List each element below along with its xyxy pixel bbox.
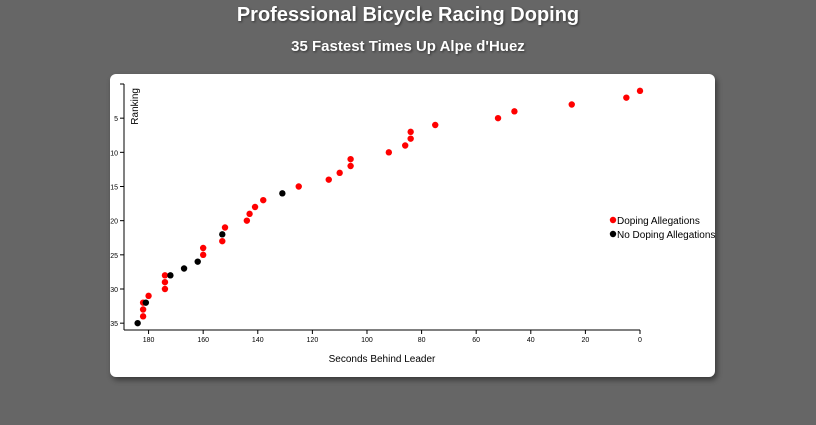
x-tick-label: 0 (638, 337, 642, 344)
data-point (145, 292, 152, 300)
data-point (260, 196, 267, 204)
y-tick: 5 (114, 116, 124, 123)
x-tick: 80 (418, 330, 426, 344)
y-axis: 5 10 15 20 25 30 35 (110, 83, 125, 330)
data-point (199, 251, 207, 259)
data-point (139, 306, 147, 313)
data-point (494, 114, 502, 122)
x-tick-label: 20 (581, 337, 589, 344)
data-point (325, 176, 332, 183)
x-tick: 100 (361, 330, 373, 344)
x-tick: 180 (143, 330, 155, 344)
x-axis: 180 160 140 120 100 80 60 40 20 0 (124, 329, 642, 344)
y-tick: 35 (110, 321, 124, 328)
x-tick-label: 160 (197, 337, 209, 344)
x-tick: 60 (472, 330, 480, 344)
data-point (295, 183, 302, 190)
x-tick: 20 (581, 330, 589, 344)
data-point (623, 94, 630, 101)
x-tick-label: 120 (307, 337, 319, 344)
data-point (194, 258, 201, 265)
y-tick-label: 20 (110, 219, 118, 226)
legend-label: No Doping Allegations (617, 230, 715, 241)
x-tick: 160 (197, 330, 209, 344)
legend-item: Doping Allegations (609, 216, 700, 227)
legend-marker (609, 230, 617, 238)
data-point (139, 313, 147, 320)
data-point (161, 285, 169, 293)
page-subtitle: 35 Fastest Times Up Alpe d'Huez (291, 38, 525, 55)
page-title: Professional Bicycle Racing Doping (236, 4, 580, 26)
data-point (636, 87, 644, 95)
data-point (336, 169, 343, 177)
x-tick: 0 (638, 330, 642, 344)
x-tick-label: 40 (527, 337, 535, 344)
legend-marker (609, 216, 617, 224)
data-point (167, 272, 174, 279)
data-point (407, 128, 414, 136)
data-point (199, 244, 207, 252)
data-point (142, 299, 150, 306)
x-tick-label: 60 (472, 337, 480, 344)
data-point (243, 217, 251, 224)
chart-card: 180 160 140 120 100 80 60 40 20 0 5 10 15 20 25 30 35 D… (110, 74, 715, 377)
data-point (219, 237, 226, 245)
data-point (246, 210, 253, 218)
data-point (134, 319, 141, 327)
x-tick: 140 (252, 330, 264, 344)
data-point (219, 231, 226, 238)
y-tick: 25 (110, 253, 124, 260)
data-point (251, 203, 259, 211)
data-point (568, 101, 575, 108)
data-point (180, 265, 188, 272)
data-point (432, 121, 439, 129)
y-tick: 30 (110, 287, 124, 294)
legend-label: Doping Allegations (617, 216, 700, 227)
scatter-chart: 180 160 140 120 100 80 60 40 20 0 5 10 15 20 25 30 35 D… (110, 83, 715, 365)
x-tick-label: 100 (361, 337, 373, 344)
y-tick-label: 25 (110, 253, 118, 260)
data-point (402, 142, 409, 149)
data-point (347, 162, 354, 170)
data-point (511, 108, 518, 115)
x-tick-label: 80 (418, 337, 426, 344)
data-point (221, 224, 229, 231)
y-axis-label: Ranking (130, 88, 141, 125)
data-point (385, 149, 393, 156)
y-tick: 15 (110, 185, 124, 192)
data-points (134, 87, 644, 327)
legend-item: No Doping Allegations (609, 230, 715, 241)
y-tick-label: 35 (110, 321, 118, 328)
x-axis-label: Seconds Behind Leader (329, 354, 436, 365)
data-point (161, 272, 169, 279)
data-point (161, 278, 169, 286)
y-tick: 20 (110, 219, 124, 226)
x-tick-label: 180 (143, 337, 155, 344)
data-point (279, 190, 286, 197)
y-tick-label: 15 (110, 185, 118, 192)
x-tick-label: 140 (252, 337, 264, 344)
y-tick-label: 10 (110, 150, 118, 157)
x-tick: 40 (527, 330, 535, 344)
data-point (347, 155, 354, 163)
legend: Doping Allegations No Doping Allegations (609, 216, 715, 241)
y-tick: 10 (110, 150, 124, 157)
x-tick: 120 (307, 330, 319, 344)
data-point (407, 135, 414, 142)
y-tick-label: 5 (114, 116, 118, 123)
y-tick-label: 30 (110, 287, 118, 294)
